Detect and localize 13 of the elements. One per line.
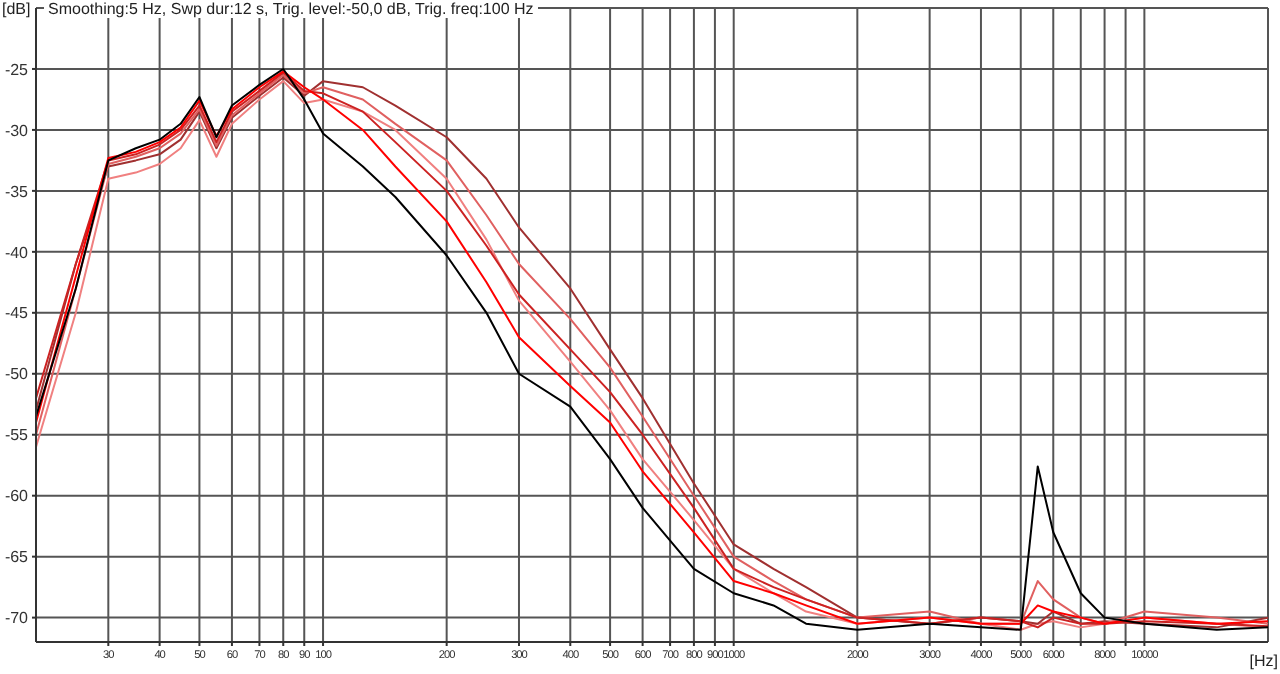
chart-title: Smoothing:5 Hz, Swp dur:12 s, Trig. level:-50,0 dB, Trig. freq:100 Hz [44,0,538,18]
y-tick-label: -60 [4,487,30,506]
x-axis-title: [Hz] [1249,652,1278,670]
y-tick-label: -65 [4,548,30,567]
y-tick-label: -55 [4,426,30,445]
y-tick-label: -30 [4,121,30,140]
y-tick-label: -25 [4,60,30,79]
y-tick-label: -50 [4,365,30,384]
y-tick-label: -70 [4,609,30,628]
y-tick-label: -35 [4,182,30,201]
y-axis-title: [dB] [2,0,31,18]
y-tick-label: -40 [4,243,30,262]
y-tick-label: -45 [4,304,30,323]
